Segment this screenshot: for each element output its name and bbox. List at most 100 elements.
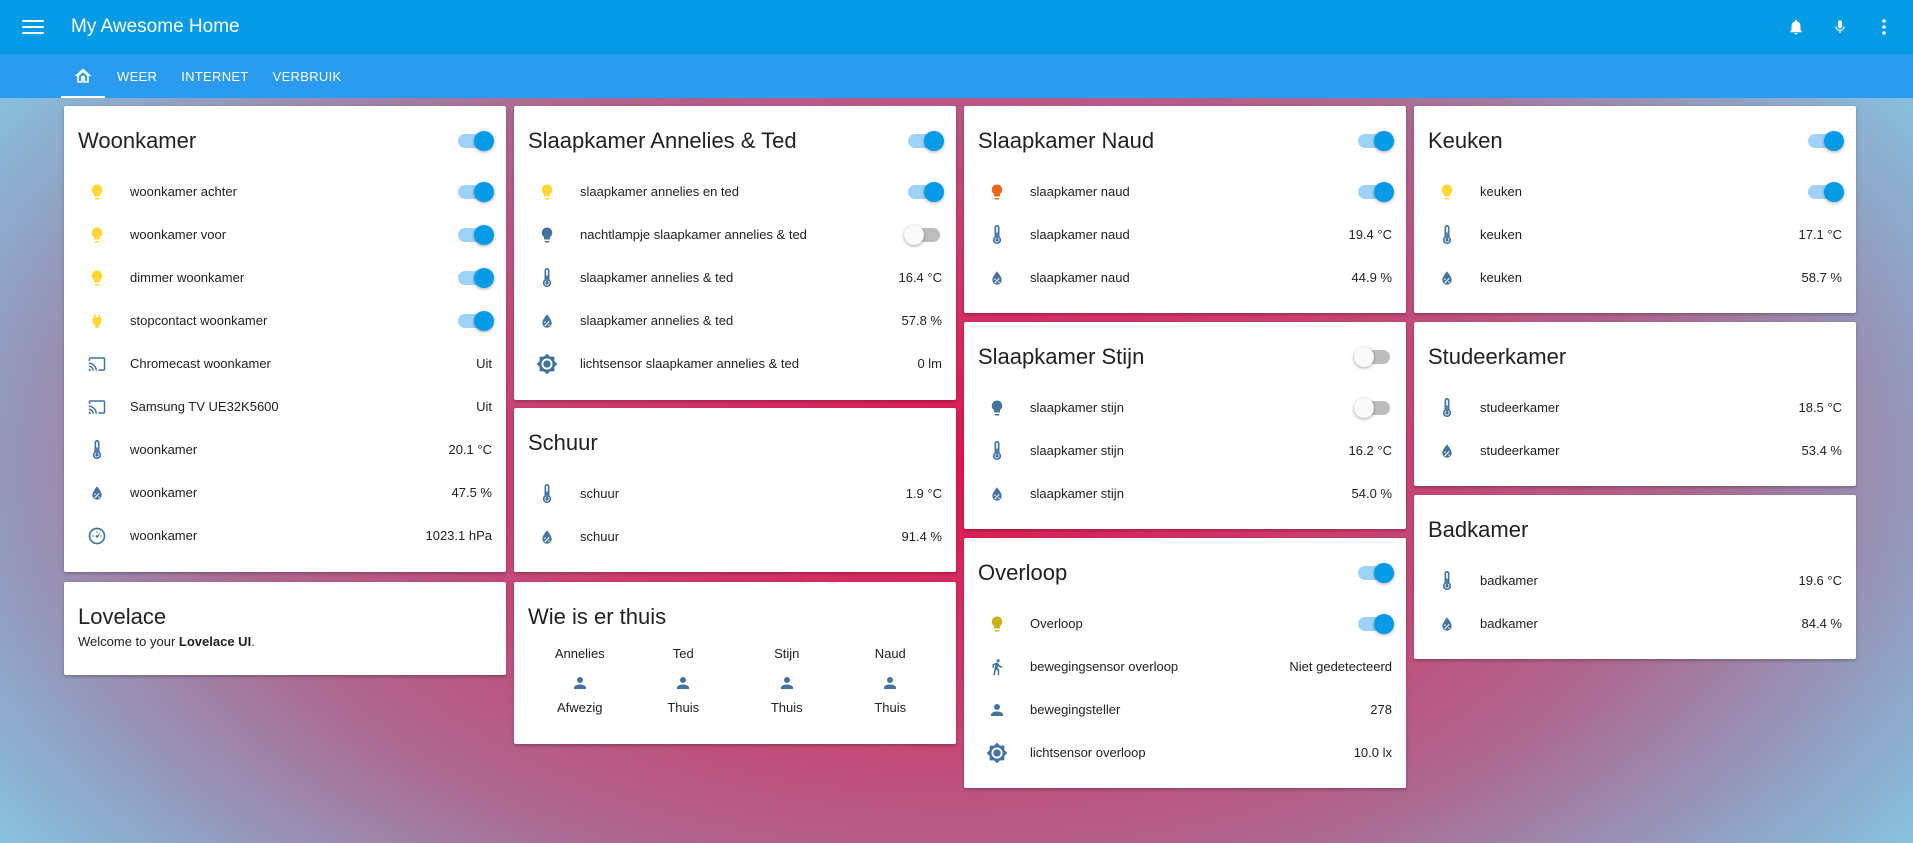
entity-row[interactable]: stopcontact woonkamer bbox=[78, 299, 494, 342]
entity-name: lichtsensor slaapkamer annelies & ted bbox=[580, 356, 799, 371]
entity-row[interactable]: slaapkamer naud bbox=[978, 170, 1394, 213]
bulb-icon bbox=[978, 396, 1016, 420]
bulb-icon bbox=[78, 180, 116, 204]
header-toggle[interactable] bbox=[906, 129, 944, 153]
card-title: Schuur bbox=[528, 430, 598, 455]
menu-icon[interactable] bbox=[22, 20, 44, 34]
water-percent-icon bbox=[978, 482, 1016, 506]
entity-toggle[interactable] bbox=[1356, 180, 1394, 204]
person-name: Naud bbox=[874, 646, 906, 661]
card-title: Slaapkamer Naud bbox=[978, 128, 1155, 153]
entity-row[interactable]: woonkamer achter bbox=[78, 170, 494, 213]
entity-toggle[interactable] bbox=[904, 223, 942, 247]
entity-row[interactable]: woonkamer 47.5 % bbox=[78, 471, 492, 514]
entity-row[interactable]: schuur 91.4 % bbox=[528, 515, 942, 558]
entity-name: woonkamer voor bbox=[130, 227, 227, 242]
entity-row[interactable]: slaapkamer naud 19.4 °C bbox=[978, 213, 1392, 256]
entity-row[interactable]: lichtsensor slaapkamer annelies & ted 0 … bbox=[528, 342, 942, 385]
entity-row[interactable]: studeerkamer 53.4 % bbox=[1428, 429, 1842, 472]
entity-row[interactable]: schuur 1.9 °C bbox=[528, 472, 942, 515]
cast-icon bbox=[78, 352, 116, 376]
entity-toggle[interactable] bbox=[1356, 612, 1394, 636]
entity-name: studeerkamer bbox=[1480, 400, 1560, 415]
entity-row[interactable]: badkamer 84.4 % bbox=[1428, 602, 1842, 645]
header-toggle[interactable] bbox=[1806, 129, 1844, 153]
welcome-text: Welcome to your Lovelace UI. bbox=[78, 634, 255, 649]
card-title: Lovelace bbox=[78, 604, 167, 629]
entity-row[interactable]: woonkamer 20.1 °C bbox=[78, 428, 492, 471]
entity-name: slaapkamer annelies en ted bbox=[580, 184, 739, 199]
entity-state: 53.4 % bbox=[1801, 443, 1842, 458]
entity-row[interactable]: Overloop bbox=[978, 602, 1394, 645]
entity-name: badkamer bbox=[1480, 573, 1538, 588]
entity-row[interactable]: keuken 17.1 °C bbox=[1428, 213, 1842, 256]
entity-toggle[interactable] bbox=[456, 223, 494, 247]
entity-toggle[interactable] bbox=[456, 309, 494, 333]
more-vert-icon[interactable] bbox=[1873, 16, 1895, 38]
entity-row[interactable]: lichtsensor overloop 10.0 lx bbox=[978, 731, 1392, 774]
entity-toggle[interactable] bbox=[1806, 180, 1844, 204]
entity-name: nachtlampje slaapkamer annelies & ted bbox=[580, 227, 807, 242]
microphone-icon[interactable] bbox=[1829, 16, 1851, 38]
entity-row[interactable]: dimmer woonkamer bbox=[78, 256, 494, 299]
person-entity[interactable]: Annelies Afwezig bbox=[528, 646, 632, 722]
entity-row[interactable]: Chromecast woonkamer Uit bbox=[78, 342, 492, 385]
entity-name: keuken bbox=[1480, 184, 1522, 199]
entity-toggle[interactable] bbox=[1354, 396, 1392, 420]
entity-row[interactable]: slaapkamer naud 44.9 % bbox=[978, 256, 1392, 299]
person-entity[interactable]: Stijn Thuis bbox=[735, 646, 839, 722]
entity-row[interactable]: slaapkamer annelies & ted 16.4 °C bbox=[528, 256, 942, 299]
water-percent-icon bbox=[528, 525, 566, 549]
bulb-icon bbox=[528, 180, 566, 204]
entity-row[interactable]: keuken bbox=[1428, 170, 1844, 213]
tab-verbruik[interactable]: VERBRUIK bbox=[272, 68, 342, 84]
entity-toggle[interactable] bbox=[906, 180, 944, 204]
header-toggle[interactable] bbox=[1356, 561, 1394, 585]
entity-row[interactable]: Samsung TV UE32K5600 Uit bbox=[78, 385, 492, 428]
entity-row[interactable]: studeerkamer 18.5 °C bbox=[1428, 386, 1842, 429]
bell-icon[interactable] bbox=[1785, 16, 1807, 38]
entity-row[interactable]: woonkamer 1023.1 hPa bbox=[78, 514, 492, 557]
entity-name: bewegingsensor overloop bbox=[1030, 659, 1179, 674]
person-entity[interactable]: Naud Thuis bbox=[839, 646, 943, 722]
thermometer-icon bbox=[1428, 223, 1466, 247]
entity-row[interactable]: slaapkamer stijn 16.2 °C bbox=[978, 429, 1392, 472]
bulb-icon bbox=[78, 223, 116, 247]
brightness-icon bbox=[978, 741, 1016, 765]
thermometer-icon bbox=[978, 439, 1016, 463]
header-toggle[interactable] bbox=[456, 129, 494, 153]
entity-name: woonkamer bbox=[130, 528, 198, 543]
card-wie-is-er-thuis: Wie is er thuis Annelies Afwezig Ted Thu… bbox=[514, 582, 956, 744]
entity-name: slaapkamer stijn bbox=[1030, 400, 1124, 415]
entity-state: 16.4 °C bbox=[898, 270, 942, 285]
entity-toggle[interactable] bbox=[456, 266, 494, 290]
entity-row[interactable]: slaapkamer annelies en ted bbox=[528, 170, 944, 213]
card-overloop: Overloop Overloop bewegingsensor overloo… bbox=[964, 538, 1406, 788]
entity-state: 84.4 % bbox=[1801, 616, 1842, 631]
entity-row[interactable]: nachtlampje slaapkamer annelies & ted bbox=[528, 213, 942, 256]
entity-name: keuken bbox=[1480, 270, 1522, 285]
person-entity[interactable]: Ted Thuis bbox=[632, 646, 736, 722]
entity-row[interactable]: bewegingsteller 278 bbox=[978, 688, 1392, 731]
entity-row[interactable]: slaapkamer stijn 54.0 % bbox=[978, 472, 1392, 515]
entity-row[interactable]: slaapkamer annelies & ted 57.8 % bbox=[528, 299, 942, 342]
card-slaapkamer-annelies-ted: Slaapkamer Annelies & Ted slaapkamer ann… bbox=[514, 106, 956, 400]
header-toggle[interactable] bbox=[1356, 129, 1394, 153]
app-title: My Awesome Home bbox=[71, 16, 240, 37]
thermometer-icon bbox=[528, 482, 566, 506]
water-percent-icon bbox=[978, 266, 1016, 290]
tab-weer[interactable]: WEER bbox=[117, 68, 158, 84]
entity-name: woonkamer achter bbox=[130, 184, 237, 199]
entity-row[interactable]: keuken 58.7 % bbox=[1428, 256, 1842, 299]
tab-home[interactable] bbox=[61, 54, 105, 98]
entity-state: 10.0 lx bbox=[1353, 745, 1392, 760]
entity-row[interactable]: bewegingsensor overloop Niet gedetecteer… bbox=[978, 645, 1392, 688]
walk-icon bbox=[978, 655, 1016, 679]
card-keuken: Keuken keuken keuken 17.1 °C keuken 58.7… bbox=[1414, 106, 1856, 313]
entity-row[interactable]: slaapkamer stijn bbox=[978, 386, 1392, 429]
entity-row[interactable]: woonkamer voor bbox=[78, 213, 494, 256]
header-toggle[interactable] bbox=[1354, 345, 1392, 369]
entity-row[interactable]: badkamer 19.6 °C bbox=[1428, 559, 1842, 602]
tab-internet[interactable]: INTERNET bbox=[181, 68, 249, 84]
entity-toggle[interactable] bbox=[456, 180, 494, 204]
